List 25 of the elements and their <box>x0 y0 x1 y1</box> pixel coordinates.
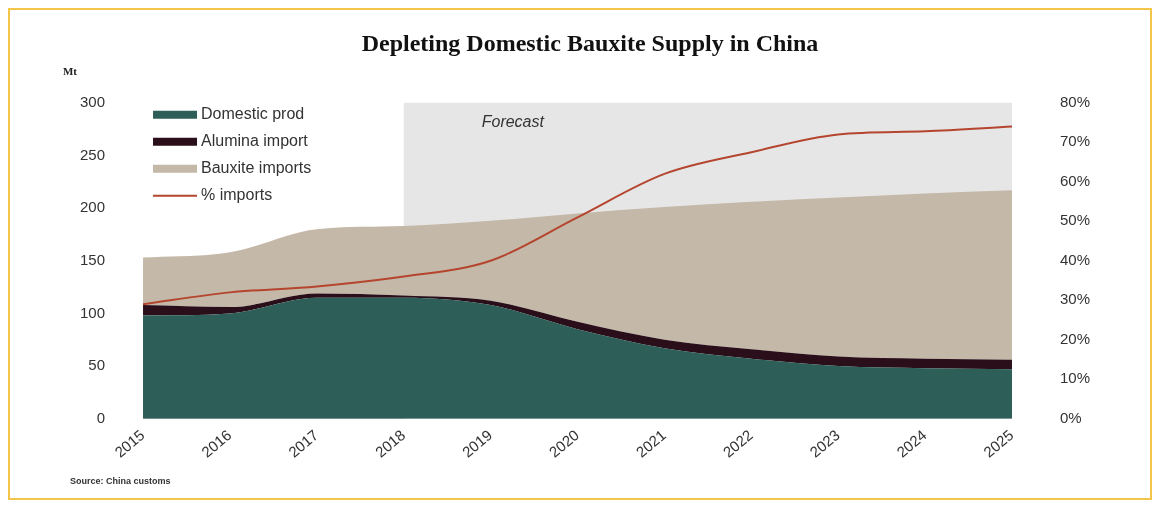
y2-tick-label: 30% <box>1059 290 1091 308</box>
y2-tick-label: 40% <box>1059 250 1091 268</box>
y-tick-label: 0 <box>96 408 106 426</box>
band-label: Forecast <box>481 113 545 131</box>
legend-label: % imports <box>201 186 273 204</box>
y2-tick-label: 70% <box>1059 132 1091 150</box>
y-tick-label: 100 <box>80 303 106 321</box>
legend-label: Bauxite imports <box>201 159 312 177</box>
y2-tick-label: 20% <box>1059 329 1091 347</box>
y-tick-label: 300 <box>80 92 106 110</box>
legend-label: Alumina import <box>201 132 309 150</box>
y2-tick-label: 50% <box>1059 211 1091 229</box>
y-tick-label: 150 <box>80 250 106 268</box>
y-tick-label: 200 <box>80 198 106 216</box>
source-note: Source: China customs <box>69 475 172 488</box>
y2-tick-label: 80% <box>1059 92 1091 110</box>
y-tick-label: 250 <box>80 145 106 163</box>
line-series <box>142 125 1013 306</box>
legend-label: Domestic prod <box>201 105 305 123</box>
chart-title: Depleting Domestic Bauxite Supply in China <box>361 29 819 56</box>
y-tick-label: 50 <box>88 356 106 374</box>
y2-tick-label: 60% <box>1059 171 1091 189</box>
y2-tick-label: 0% <box>1059 408 1082 426</box>
y-axis-title: Mt <box>62 64 78 77</box>
y2-tick-label: 10% <box>1059 369 1091 387</box>
